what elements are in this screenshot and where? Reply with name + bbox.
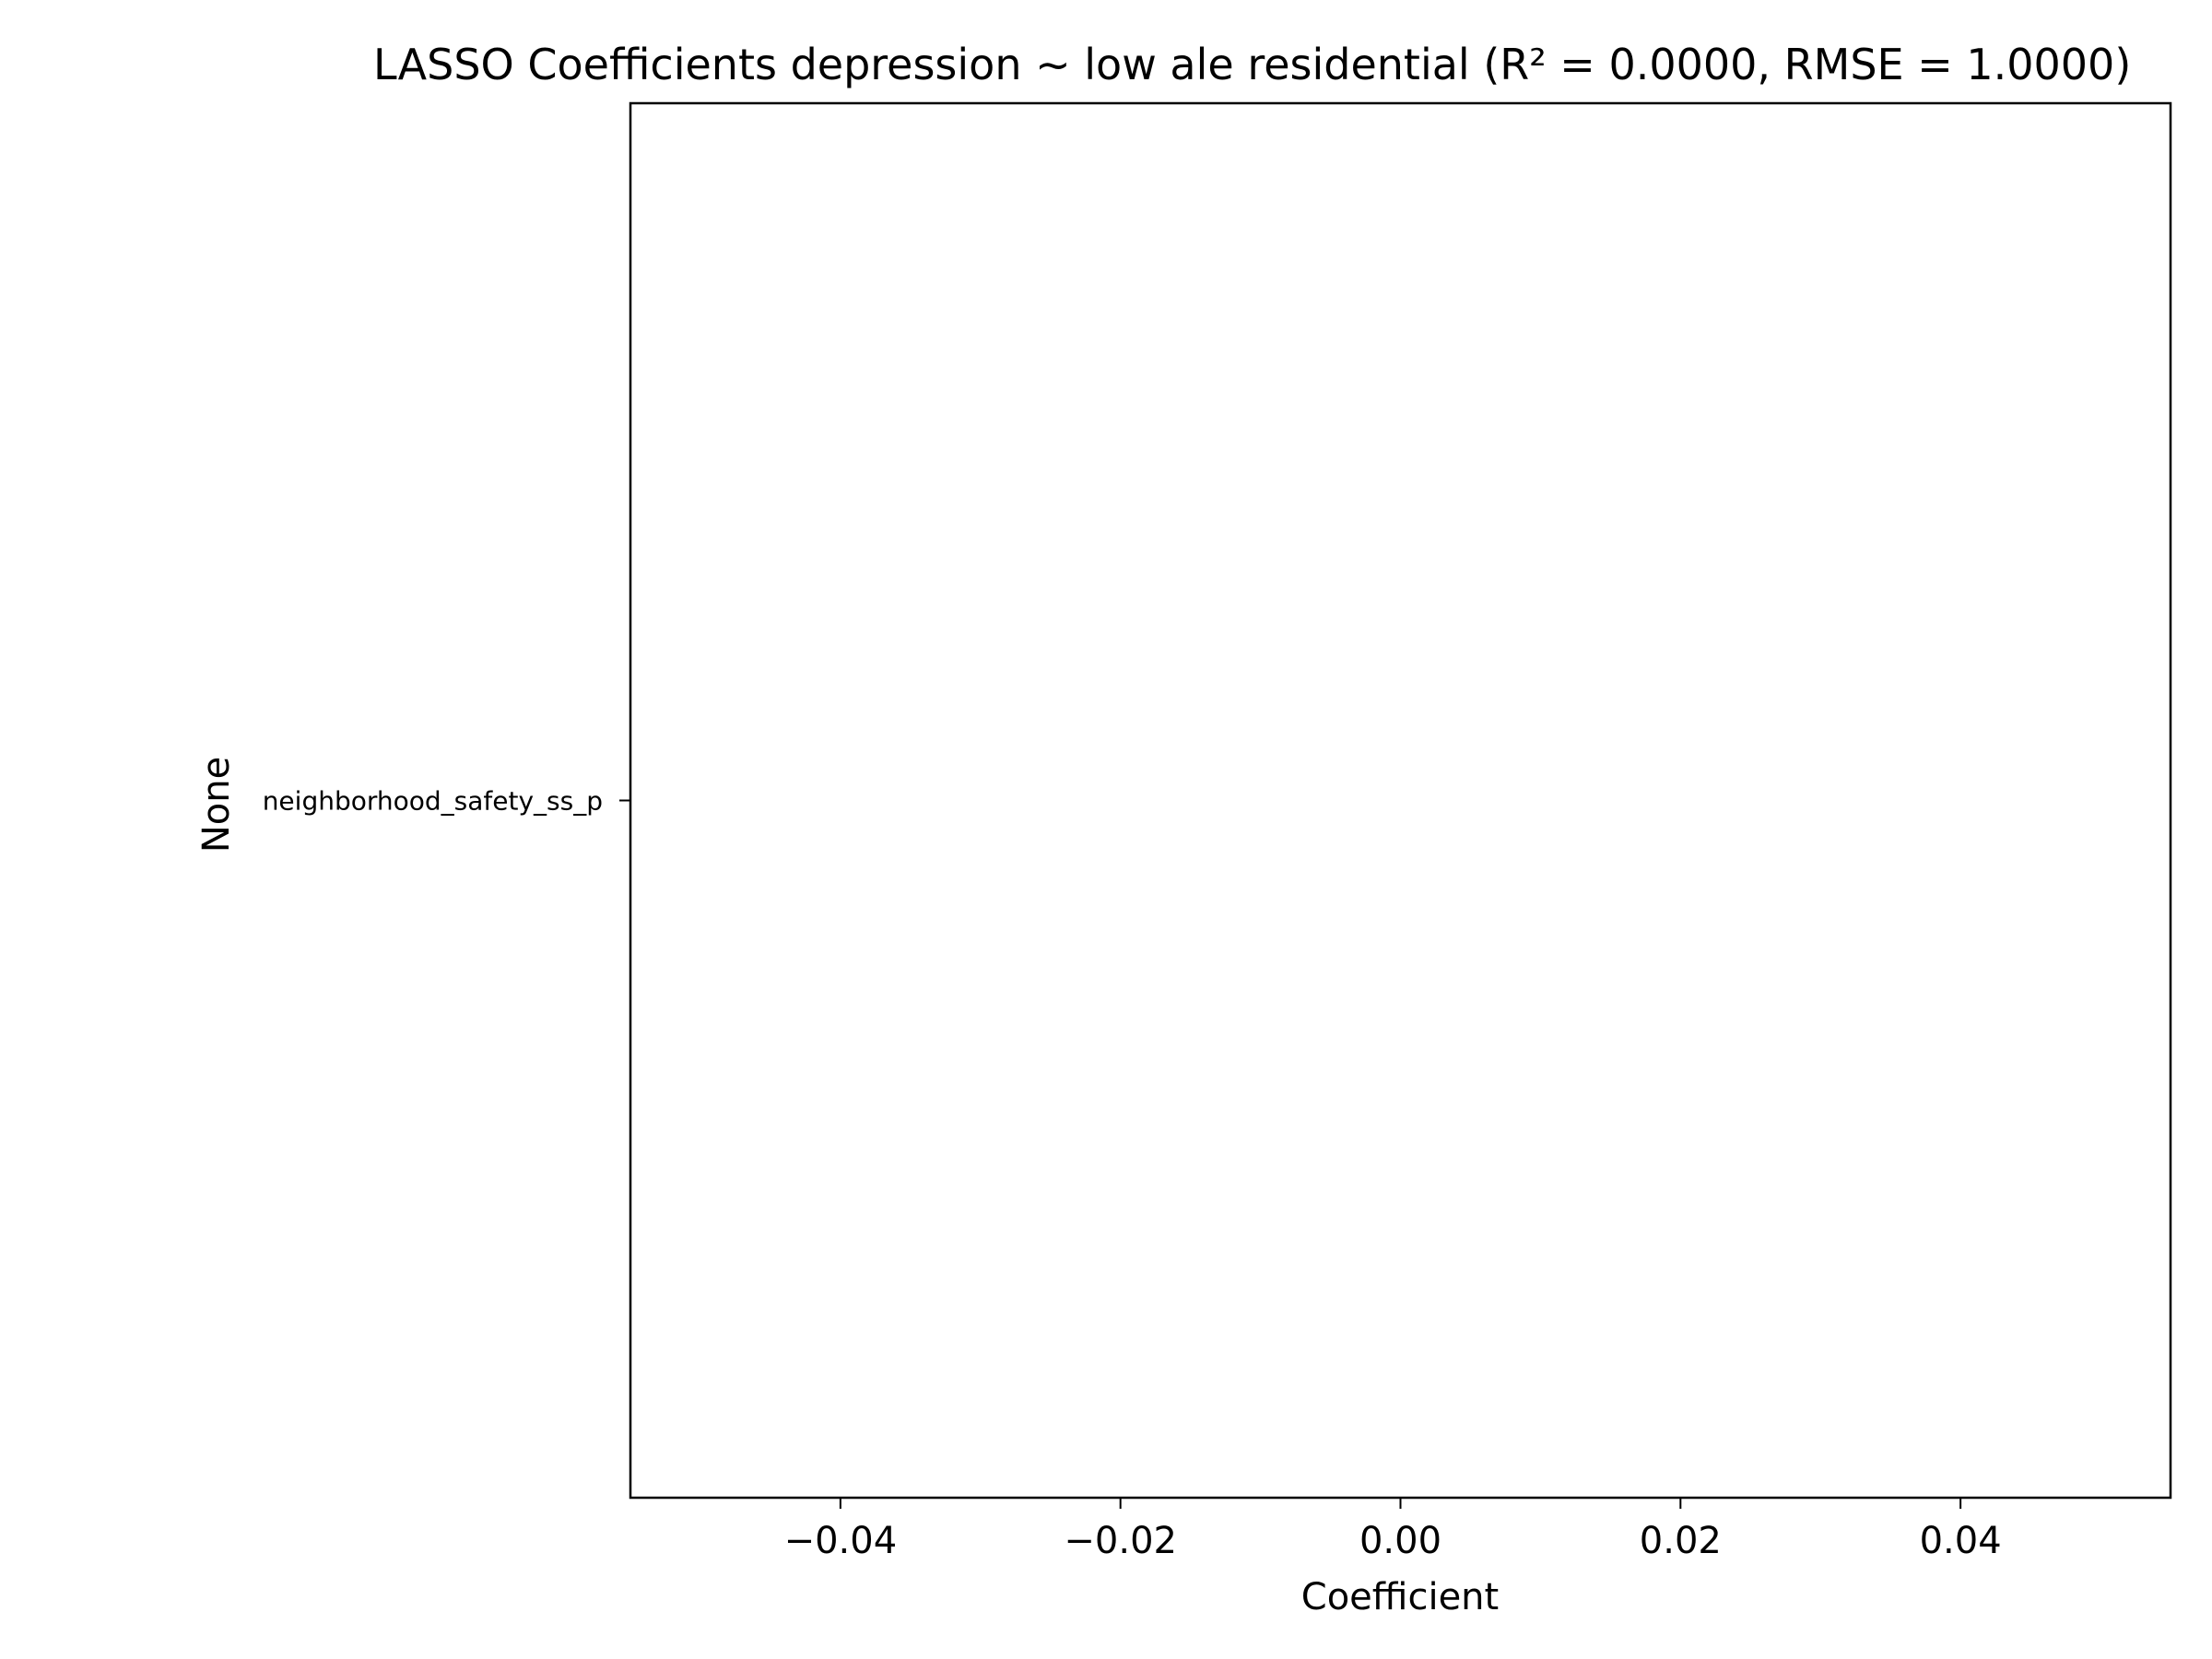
plot-area: −0.04 −0.02 0.00 0.02 0.04 neighborhood_safe… xyxy=(263,101,2172,1562)
x-ticks-group: −0.04 −0.02 0.00 0.02 0.04 xyxy=(784,1498,2002,1562)
x-axis-label: Coefficient xyxy=(1301,1576,1499,1618)
y-tick-label: neighborhood_safety_ss_p xyxy=(263,786,603,817)
y-axis-label: None xyxy=(195,757,238,853)
x-tick-label: 0.04 xyxy=(1920,1520,2002,1562)
y-ticks-group: neighborhood_safety_ss_p xyxy=(263,786,630,817)
x-tick-label: 0.02 xyxy=(1640,1520,1722,1562)
x-tick-label: 0.00 xyxy=(1359,1520,1441,1562)
x-tick-label: −0.02 xyxy=(1064,1520,1177,1562)
axes-frame xyxy=(629,101,2172,1500)
x-tick-label: −0.04 xyxy=(784,1520,898,1562)
chart-title: LASSO Coefficients depression ~ low ale … xyxy=(373,40,2131,89)
